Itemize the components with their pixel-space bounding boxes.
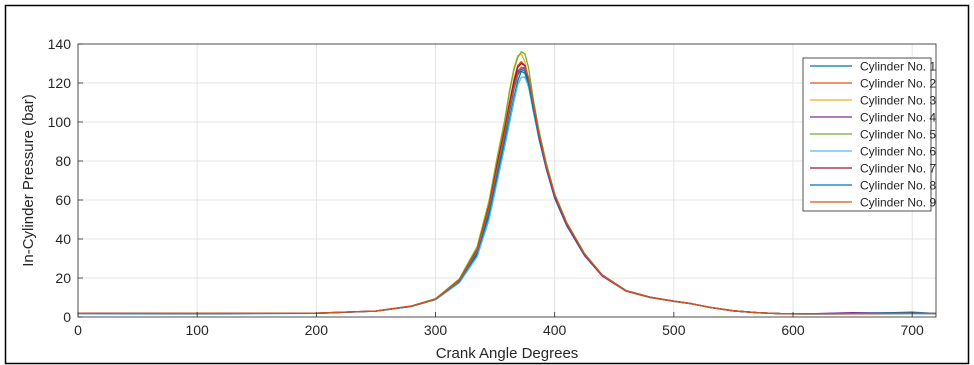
legend-label-8: Cylinder No. 8 <box>860 179 936 193</box>
y-tick-label: 140 <box>48 36 72 52</box>
y-tick-label: 120 <box>48 75 72 91</box>
y-tick-label: 80 <box>55 153 71 169</box>
y-tick-label: 60 <box>55 192 71 208</box>
legend-label-6: Cylinder No. 6 <box>860 145 936 159</box>
x-axis-label: Crank Angle Degrees <box>436 345 579 362</box>
y-axis: 0 20 40 60 80 100 120 140 <box>48 36 83 325</box>
x-tick-label: 200 <box>305 322 329 338</box>
legend-label-1: Cylinder No. 1 <box>860 60 936 74</box>
legend-label-4: Cylinder No. 4 <box>860 111 936 125</box>
x-tick-label: 700 <box>900 322 924 338</box>
x-tick-label: 0 <box>74 322 82 338</box>
legend-label-3: Cylinder No. 3 <box>860 94 936 108</box>
legend-label-2: Cylinder No. 2 <box>860 77 936 91</box>
series-line-9 <box>77 66 937 315</box>
legend: Cylinder No. 1 Cylinder No. 2 Cylinder No.… <box>802 57 936 212</box>
x-tick-label: 500 <box>662 322 686 338</box>
plot-box <box>77 43 937 318</box>
x-axis: 0 100 200 300 400 500 600 700 <box>74 312 924 338</box>
y-tick-label: 20 <box>55 270 71 286</box>
x-tick-label: 300 <box>424 322 448 338</box>
legend-label-5: Cylinder No. 5 <box>860 128 936 142</box>
x-tick-label: 100 <box>185 322 209 338</box>
y-tick-label: 40 <box>55 231 71 247</box>
legend-label-7: Cylinder No. 7 <box>860 162 936 176</box>
y-tick-label: 0 <box>63 309 71 325</box>
x-tick-label: 600 <box>781 322 805 338</box>
y-tick-label: 100 <box>48 114 72 130</box>
x-tick-label: 400 <box>543 322 567 338</box>
series-layer <box>77 51 937 315</box>
y-axis-label: In-Cylinder Pressure (bar) <box>20 94 37 267</box>
legend-label-9: Cylinder No. 9 <box>860 196 936 210</box>
